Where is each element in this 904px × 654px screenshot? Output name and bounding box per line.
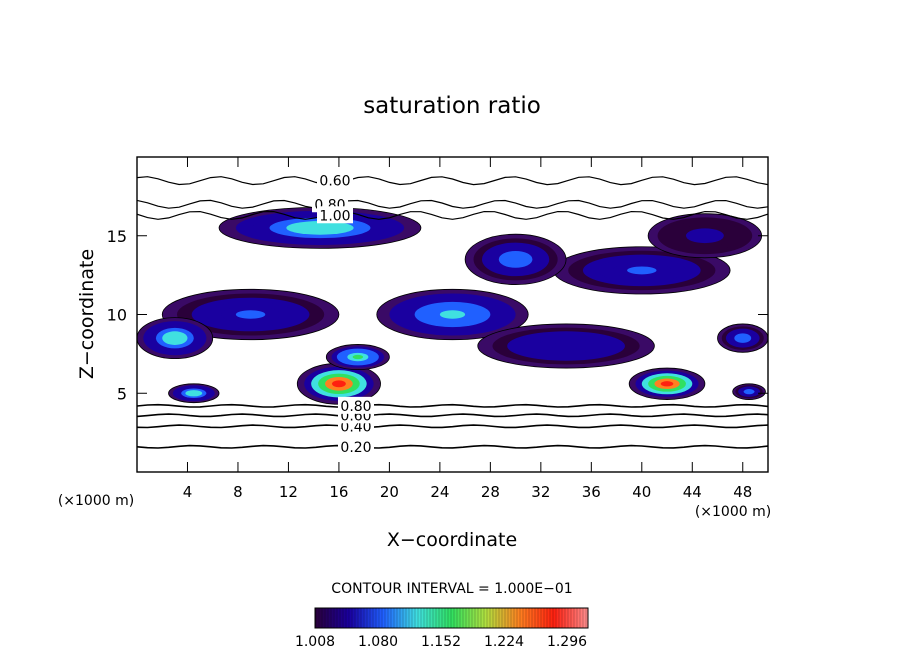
x-tick-label: 28 [481,483,500,501]
x-tick-label: 24 [430,483,449,501]
region-12-level-5 [551,342,581,350]
x-unit-right: (×1000 m) [695,504,771,520]
contour-label-0: 0.20 [340,440,371,456]
x-tick-label: 8 [233,483,243,501]
x-tick-label: 44 [683,483,702,501]
colorbar-stripes [315,608,588,628]
contour-label-3: 0.80 [340,399,371,415]
x-axis: 4 8 12 16 20 24 28 32 36 40 44 48 [183,157,752,501]
chart-title: saturation ratio [363,93,541,119]
x-tick-label: 32 [531,483,550,501]
contour-label-bg-0 [338,437,374,455]
region-7-level-5 [439,310,466,319]
region-9-level-5 [303,224,337,232]
region-10-level-5 [507,255,525,264]
contour-line-1 [137,424,768,429]
contour-label-1: 0.40 [340,419,371,435]
region-13-level-5 [738,335,747,341]
colorbar-tick-label: 1.224 [484,634,524,650]
region-8-level-5 [627,266,657,275]
x-axis-label: X−coordinate [387,529,517,551]
colorbar-frame [314,607,589,629]
x-tick-label: 40 [632,483,651,501]
region-3-level-5 [746,390,752,393]
y-tick-label: 5 [117,384,127,403]
region-11-level-5 [695,232,715,240]
contour-line-0 [137,444,768,449]
contour-line-5 [137,199,768,209]
y-tick-label: 10 [107,306,127,325]
saturation-field [137,206,768,405]
contour-label-6: 1.00 [319,208,350,224]
colorbar: 1.008 1.080 1.152 1.224 1.296 [295,607,589,650]
region-5-level-5 [235,310,266,319]
y-axis: 5 10 15 [107,227,768,403]
x-unit-left: (×1000 m) [58,493,134,509]
y-tick-label: 15 [107,227,127,246]
y-axis-label: Z−coordinate [76,249,98,379]
x-tick-label: 4 [183,483,193,501]
contour-label-bg-3 [338,396,374,414]
x-tick-label: 16 [329,483,348,501]
contour-label-bg-4 [317,171,353,189]
contour-line-2 [137,413,768,418]
colorbar-tick-label: 1.296 [547,634,587,650]
colorbar-tick-label: 1.152 [421,634,461,650]
contour-label-4: 0.60 [319,174,350,190]
contour-label-bg-6 [317,206,353,224]
contour-lines: 0.200.400.600.800.600.801.00 [137,171,768,456]
x-tick-label: 12 [279,483,298,501]
colorbar-ticks: 1.008 1.080 1.152 1.224 1.296 [295,634,587,650]
x-tick-label: 20 [380,483,399,501]
contour-interval-label: CONTOUR INTERVAL = 1.000E−01 [331,581,572,597]
region-6-level-5 [168,334,182,342]
region-0-level-5 [189,391,198,395]
x-tick-label: 36 [582,483,601,501]
contour-line-4 [137,176,768,186]
x-tick-label: 48 [733,483,752,501]
region-1-level-5 [331,380,346,388]
colorbar-tick-label: 1.008 [295,634,335,650]
colorbar-tick-label: 1.080 [358,634,398,650]
region-4-level-5 [352,354,364,360]
region-2-level-5 [660,381,674,387]
contour-line-3 [137,403,768,408]
contour-line-6 [137,210,768,220]
